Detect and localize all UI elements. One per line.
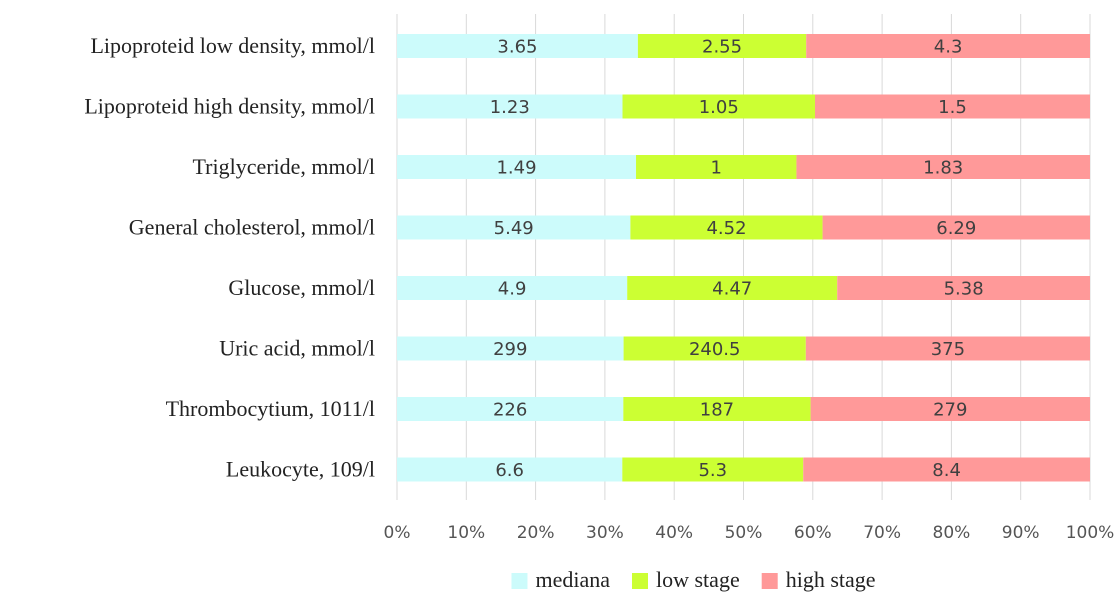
bar-segment bbox=[623, 397, 811, 421]
bar-segment bbox=[805, 336, 1090, 361]
bar-segment bbox=[622, 457, 804, 482]
category-label: Lipoproteid high density, mmol/l bbox=[84, 94, 375, 119]
data-label: 1.83 bbox=[923, 158, 963, 179]
data-label: 8.4 bbox=[932, 460, 961, 481]
legend: mediana low stage high stage bbox=[511, 567, 876, 592]
x-axis-ticks: 0% 10% 20% 30% 40% 50% 60% 70% 80% 90% 100% bbox=[384, 523, 1115, 543]
x-tick-label: 70% bbox=[863, 523, 901, 543]
x-tick-label: 30% bbox=[586, 523, 624, 543]
data-label: 299 bbox=[493, 339, 527, 360]
x-tick-label: 0% bbox=[384, 523, 411, 543]
bar-segment bbox=[815, 94, 1090, 119]
legend-label: high stage bbox=[786, 567, 876, 592]
bar-segment bbox=[806, 34, 1090, 58]
category-label: Glucose, mmol/l bbox=[228, 275, 375, 300]
data-label: 279 bbox=[933, 400, 967, 421]
data-label: 6.6 bbox=[495, 460, 524, 481]
bar-segment bbox=[630, 215, 823, 240]
bar-segment bbox=[397, 457, 623, 482]
bar-segment bbox=[636, 155, 797, 179]
data-label: 375 bbox=[931, 339, 965, 360]
legend-swatch bbox=[632, 573, 648, 589]
category-label: General cholesterol, mmol/l bbox=[129, 215, 375, 240]
data-label: 4.3 bbox=[934, 37, 963, 58]
data-label: 4.9 bbox=[498, 279, 527, 300]
bar-segment bbox=[637, 34, 807, 58]
data-label: 4.52 bbox=[706, 218, 746, 239]
bar-segment bbox=[397, 215, 631, 240]
bar-segment bbox=[397, 336, 624, 361]
x-tick-label: 80% bbox=[933, 523, 971, 543]
x-tick-label: 100% bbox=[1066, 523, 1115, 543]
data-label: 1.49 bbox=[496, 158, 536, 179]
x-tick-label: 50% bbox=[725, 523, 763, 543]
legend-swatch bbox=[511, 573, 528, 589]
data-label: 5.38 bbox=[944, 279, 984, 300]
data-label: 240.5 bbox=[689, 339, 741, 360]
data-label: 1 bbox=[711, 158, 722, 179]
data-label: 2.55 bbox=[702, 37, 742, 58]
category-label: Leukocyte, 109/l bbox=[226, 457, 375, 482]
bar-segment bbox=[397, 94, 623, 119]
data-label: 1.5 bbox=[938, 97, 967, 118]
bar-segment bbox=[837, 276, 1090, 300]
x-tick-label: 60% bbox=[794, 523, 832, 543]
data-label: 5.49 bbox=[494, 218, 534, 239]
bar-segment bbox=[622, 94, 815, 119]
bar-segment bbox=[397, 276, 628, 300]
category-label: Uric acid, mmol/l bbox=[219, 336, 375, 361]
legend-swatch bbox=[761, 573, 778, 589]
bar-segment bbox=[623, 336, 806, 361]
bar-segment bbox=[397, 155, 637, 179]
legend-item: high stage bbox=[761, 567, 876, 592]
category-labels: Lipoproteid low density, mmol/l Lipoprote… bbox=[84, 33, 375, 482]
category-label: Thrombocytium, 1011/l bbox=[166, 396, 375, 421]
legend-item: low stage bbox=[632, 567, 740, 592]
bar-segment bbox=[397, 397, 624, 421]
data-label: 5.3 bbox=[698, 460, 727, 481]
legend-label: mediana bbox=[535, 567, 610, 592]
data-label: 3.65 bbox=[497, 37, 537, 58]
legend-label: low stage bbox=[656, 567, 740, 592]
bars: 3.65 2.55 4.3 1.23 1.05 1.5 1.49 1 1.83 5.49 4.52 6… bbox=[397, 34, 1090, 482]
x-tick-label: 90% bbox=[1002, 523, 1040, 543]
data-label: 226 bbox=[493, 400, 527, 421]
legend-item: mediana bbox=[511, 567, 610, 592]
bar-segment bbox=[810, 397, 1090, 421]
data-label: 1.23 bbox=[490, 97, 530, 118]
bar-segment bbox=[822, 215, 1090, 240]
category-label: Triglyceride, mmol/l bbox=[192, 154, 375, 179]
category-label: Lipoproteid low density, mmol/l bbox=[90, 33, 375, 58]
bar-segment bbox=[397, 34, 638, 58]
bar-segment bbox=[803, 457, 1090, 482]
bar-segment bbox=[796, 155, 1090, 179]
data-label: 4.47 bbox=[712, 279, 752, 300]
gridlines bbox=[396, 14, 1091, 500]
x-tick-label: 10% bbox=[447, 523, 485, 543]
data-label: 1.05 bbox=[699, 97, 739, 118]
x-tick-label: 20% bbox=[517, 523, 555, 543]
data-label: 187 bbox=[700, 400, 734, 421]
x-tick-label: 40% bbox=[655, 523, 693, 543]
data-label: 6.29 bbox=[936, 218, 976, 239]
bar-segment bbox=[627, 276, 838, 300]
